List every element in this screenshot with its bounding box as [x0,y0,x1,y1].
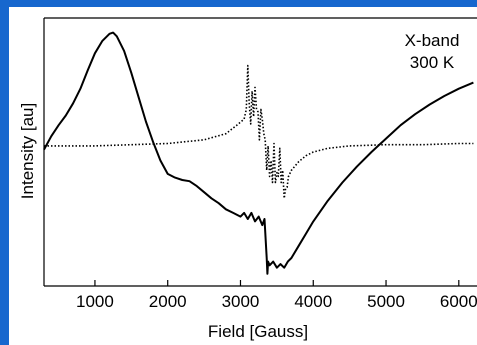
y-axis-title: Intensity [au] [18,103,37,199]
x-tick-label: 5000 [367,292,405,311]
plot-layer [43,31,474,275]
dotted-series-line [44,64,474,200]
annotation-temperature: 300 K [410,53,455,72]
blue-frame-top [0,0,477,7]
x-tick-label: 6000 [440,292,477,311]
x-tick-label: 3000 [222,292,260,311]
annotation-band: X-band [405,31,460,50]
x-tick-label: 1000 [76,292,114,311]
blue-frame-left [0,0,9,345]
x-axis-title: Field [Gauss] [208,322,308,341]
solid-series-line [43,31,474,275]
x-tick-label: 4000 [294,292,332,311]
x-tick-label: 2000 [149,292,187,311]
axis-layer: 1000 2000 3000 4000 5000 6000 [43,17,477,311]
